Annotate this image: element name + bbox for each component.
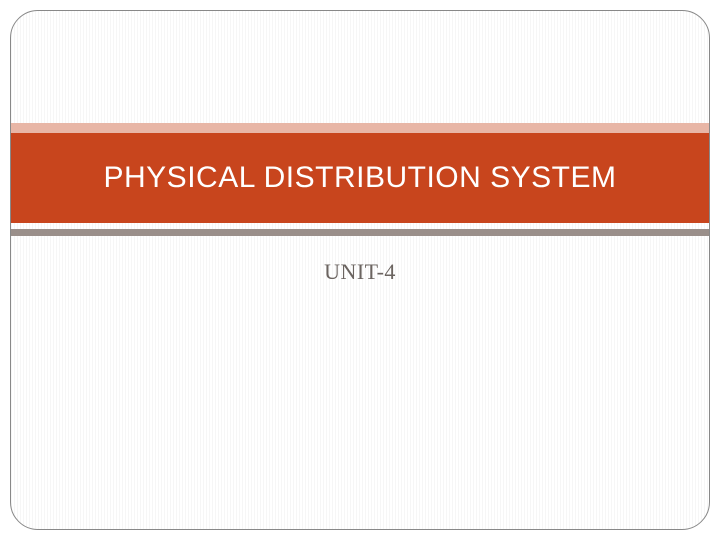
accent-stripe-top [11,123,709,133]
accent-stripe-bottom [11,229,709,236]
title-band: PHYSICAL DISTRIBUTION SYSTEM [11,133,709,223]
slide-subtitle: UNIT-4 [11,259,709,285]
slide-title: PHYSICAL DISTRIBUTION SYSTEM [104,161,617,195]
slide-frame: PHYSICAL DISTRIBUTION SYSTEM UNIT-4 [10,10,710,530]
